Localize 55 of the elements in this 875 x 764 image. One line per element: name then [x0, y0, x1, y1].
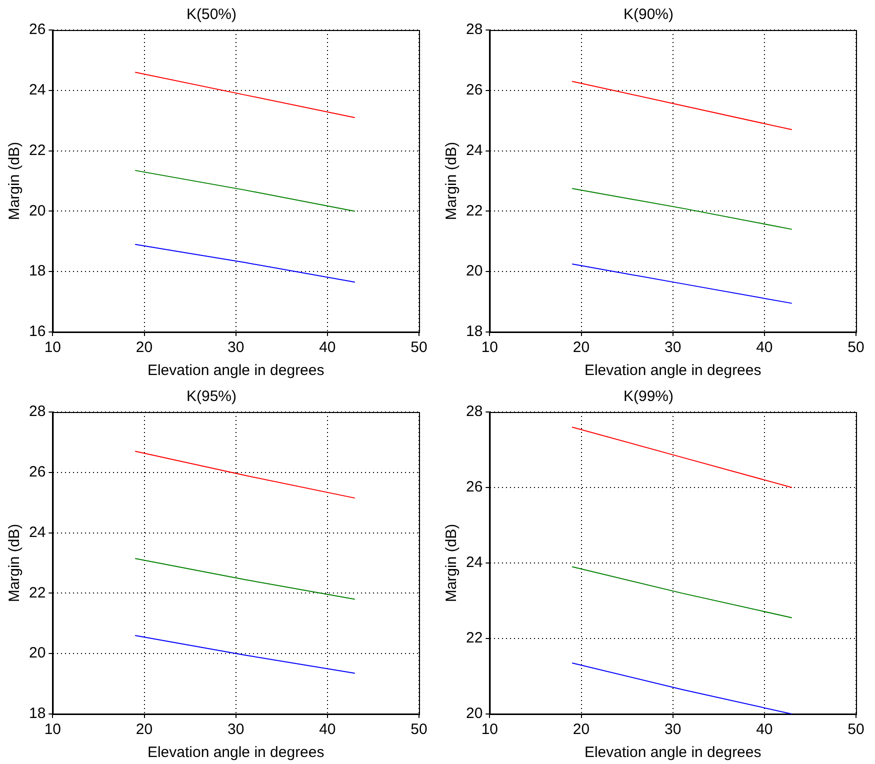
y-tick-label: 16: [28, 323, 46, 340]
x-tick-label: 40: [756, 721, 773, 738]
y-tick-label: 20: [466, 262, 483, 280]
x-tick-label: 30: [228, 339, 244, 356]
y-tick-label: 18: [28, 262, 46, 280]
x-tick-label: 30: [228, 721, 244, 738]
x-tick-label: 20: [572, 721, 590, 738]
x-tick-label: 30: [664, 721, 682, 738]
y-tick-label: 20: [28, 644, 46, 662]
x-axis-title: Elevation angle in degrees: [584, 362, 762, 380]
y-axis-title: Margin (dB): [6, 142, 24, 220]
x-tick-label: 20: [136, 721, 153, 738]
x-tick-label: 30: [664, 339, 682, 356]
x-tick-label: 40: [319, 721, 336, 738]
y-axis-title: Margin (dB): [6, 524, 24, 602]
chart-title: K(95%): [186, 388, 237, 406]
x-axis-title: Elevation angle in degrees: [147, 744, 324, 762]
chart-title: K(50%): [186, 6, 237, 24]
y-tick-label: 18: [466, 323, 483, 340]
y-tick-label: 26: [466, 478, 483, 496]
x-tick-label: 40: [319, 339, 336, 356]
x-axis-title: Elevation angle in degrees: [147, 362, 324, 380]
x-axis-title: Elevation angle in degrees: [584, 744, 762, 762]
x-tick-label: 50: [848, 721, 864, 738]
x-tick-label: 50: [848, 339, 864, 356]
y-axis-title: Margin (dB): [443, 142, 460, 220]
x-tick-label: 10: [481, 721, 498, 738]
y-tick-label: 22: [28, 584, 46, 602]
y-tick-label: 28: [466, 21, 483, 38]
x-tick-label: 20: [572, 339, 590, 356]
x-tick-label: 50: [410, 339, 428, 356]
y-axis-title: Margin (dB): [443, 524, 460, 602]
y-tick-label: 20: [466, 705, 483, 722]
x-tick-label: 40: [756, 339, 773, 356]
y-tick-label: 24: [28, 524, 46, 541]
y-tick-label: 26: [28, 21, 46, 38]
y-tick-label: 24: [28, 82, 46, 99]
y-tick-label: 28: [466, 403, 483, 420]
y-tick-label: 28: [28, 403, 46, 420]
chart-title: K(90%): [623, 6, 674, 24]
x-tick-label: 20: [136, 339, 153, 356]
x-tick-label: 10: [44, 721, 62, 738]
y-tick-label: 24: [466, 554, 483, 572]
x-tick-label: 10: [481, 339, 498, 356]
y-tick-label: 24: [466, 142, 483, 159]
x-tick-label: 50: [410, 721, 428, 738]
x-tick-label: 10: [44, 339, 62, 356]
y-tick-label: 22: [466, 630, 483, 647]
y-tick-label: 26: [466, 82, 483, 99]
y-tick-label: 26: [28, 464, 46, 481]
y-tick-label: 18: [28, 705, 46, 722]
y-tick-label: 22: [466, 202, 483, 220]
chart-title: K(99%): [623, 388, 674, 406]
y-tick-label: 22: [28, 142, 46, 159]
y-tick-label: 20: [28, 202, 46, 220]
